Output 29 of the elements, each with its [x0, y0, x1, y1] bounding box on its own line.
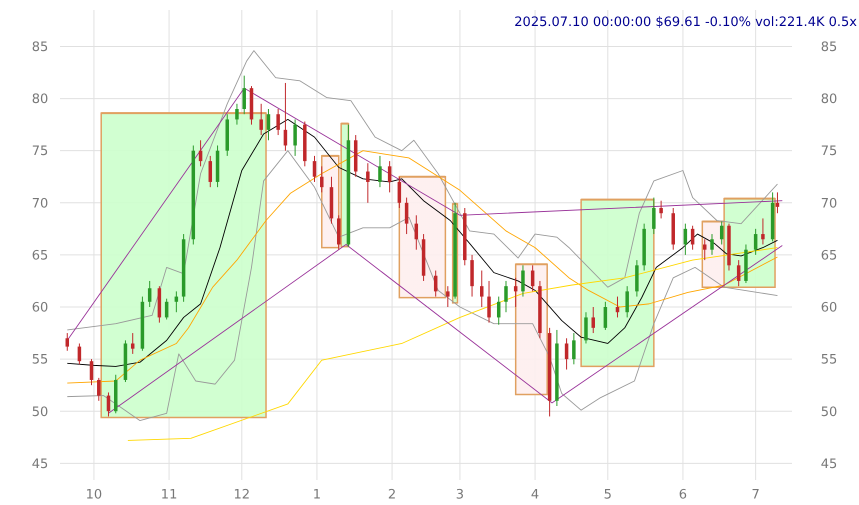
y-tick-label: 80	[32, 92, 48, 108]
y2-tick-label: 85	[820, 40, 838, 56]
x-tick-label: 2	[388, 488, 396, 503]
y2-tick-label: 45	[820, 456, 838, 472]
y-tick-label: 55	[32, 352, 48, 368]
y2-tick-label: 70	[820, 196, 838, 212]
y-tick-label: 60	[32, 300, 48, 316]
x-tick-label: 10	[86, 488, 102, 503]
chart-title: 2025.07.10 00:00:00 $69.61 -0.10% vol:221.4K 0.5x	[514, 15, 858, 30]
y-tick-label: 70	[32, 196, 48, 212]
y-tick-label: 50	[32, 404, 48, 420]
x-tick-label: 7	[752, 488, 760, 503]
x-tick-label: 4	[530, 488, 540, 503]
y-tick-label: 75	[32, 144, 48, 160]
y-tick-label: 45	[32, 456, 48, 472]
y-tick-label: 65	[32, 248, 48, 264]
y-tick-label: 85	[32, 40, 48, 56]
x-tick-label: 6	[678, 488, 688, 503]
y2-tick-label: 80	[820, 92, 838, 108]
x-tick-label: 12	[234, 488, 250, 503]
y2-tick-label: 60	[820, 300, 838, 316]
x-tick-label: 5	[604, 488, 612, 503]
y2-tick-label: 55	[820, 352, 838, 368]
y2-tick-label: 50	[820, 404, 838, 420]
x-tick-label: 11	[160, 488, 178, 503]
x-tick-label: 3	[456, 488, 464, 503]
y2-tick-label: 65	[820, 248, 838, 264]
y2-tick-label: 75	[820, 144, 838, 160]
x-tick-label: 1	[312, 488, 322, 503]
